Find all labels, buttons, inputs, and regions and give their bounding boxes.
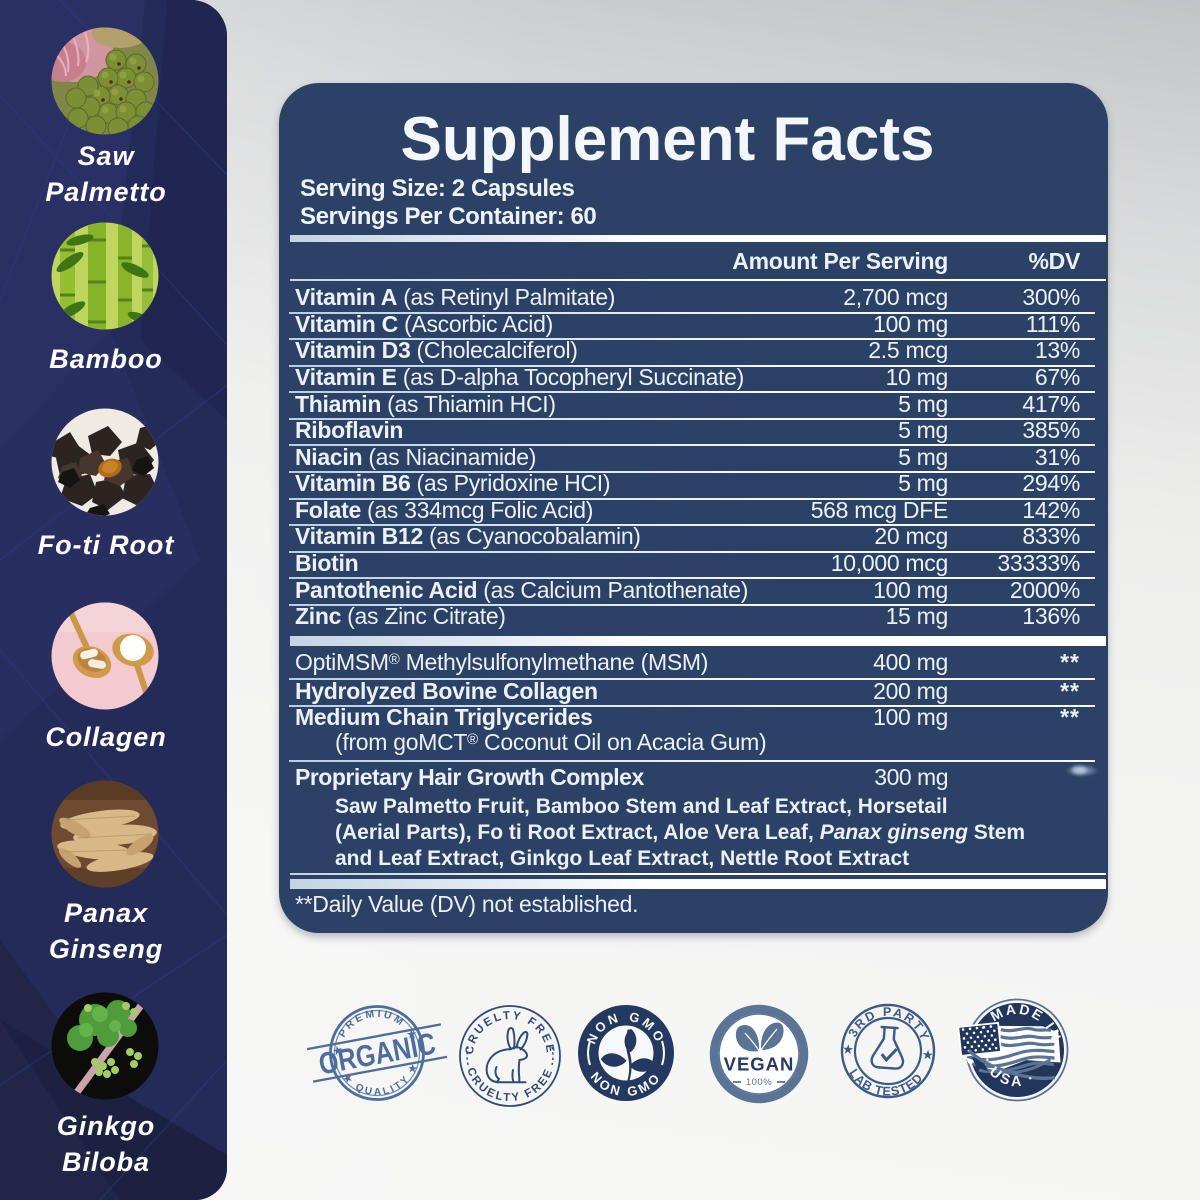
svg-text:★: ★ [842, 1043, 854, 1057]
svg-text:VEGAN: VEGAN [724, 1054, 795, 1075]
svg-text:CRUELTY FREE: CRUELTY FREE [464, 1066, 556, 1104]
svg-text:★: ★ [922, 1048, 934, 1062]
svg-text:100%: 100% [746, 1077, 772, 1088]
